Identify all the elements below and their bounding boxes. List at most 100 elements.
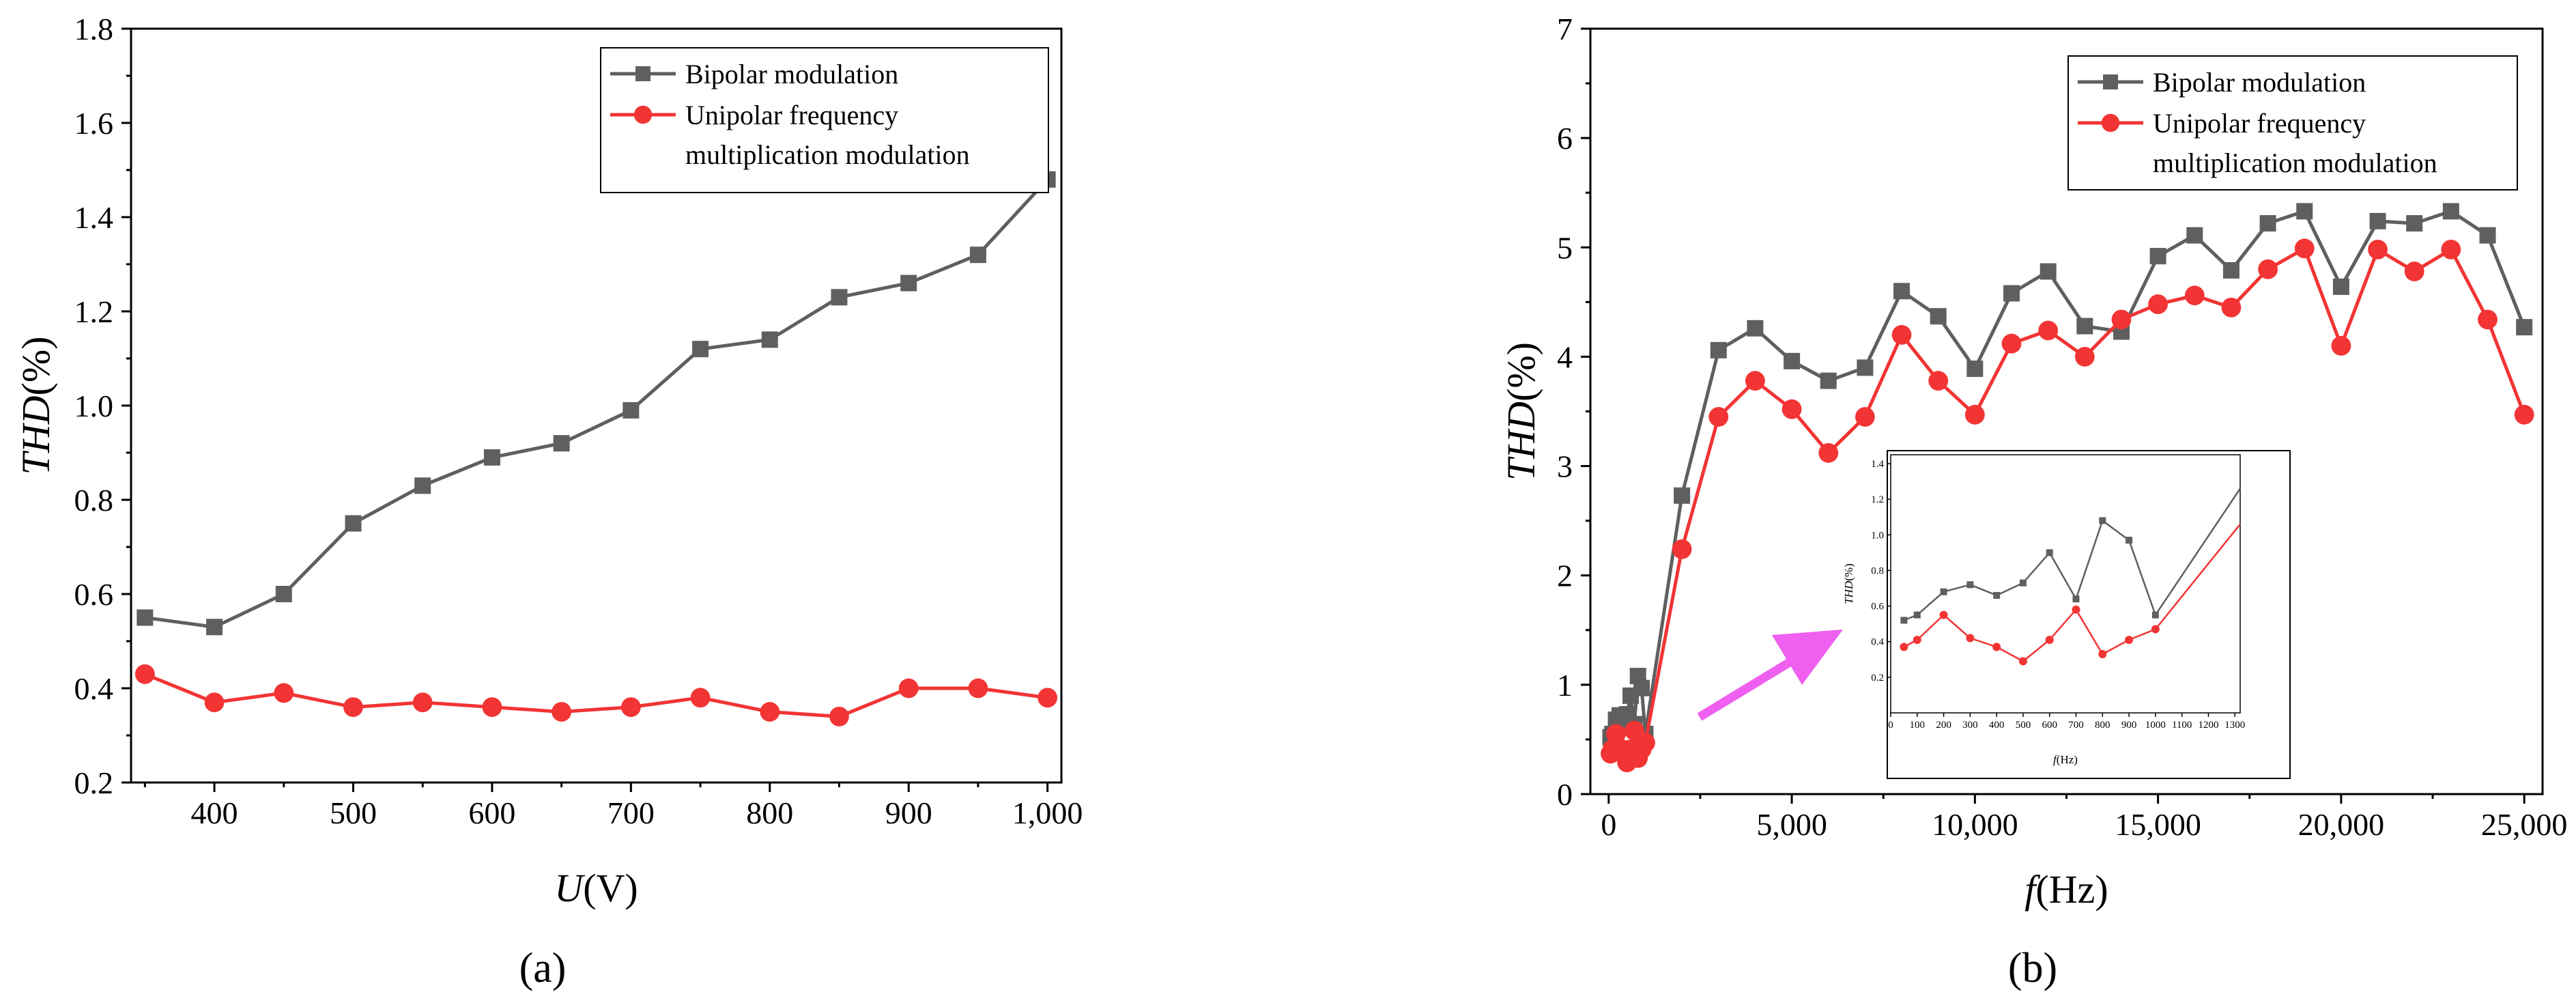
panel-b-y-tick-label: 2 xyxy=(1557,559,1573,593)
panel-a-point-unipolar xyxy=(898,678,919,699)
panel-b-legend-bipolar: Bipolar modulation xyxy=(2153,67,2366,98)
inset-point-unipolar xyxy=(2018,657,2027,666)
panel-b-point-bipolar xyxy=(1893,283,1910,300)
panel-a-point-unipolar xyxy=(412,692,433,713)
inset-point-unipolar xyxy=(2098,649,2107,658)
panel-a-y-tick-label: 1.8 xyxy=(74,12,114,46)
inset-x-tick-label: 800 xyxy=(2095,720,2110,731)
panel-a-point-bipolar xyxy=(345,515,362,532)
inset-point-bipolar xyxy=(1966,581,1974,589)
panel-a-y-tick-label: 0.2 xyxy=(74,765,114,800)
panel-b-y-tick-label: 7 xyxy=(1557,12,1573,46)
inset-point-unipolar xyxy=(1992,643,2001,651)
panel-b-legend: Bipolar modulation Unipolar frequency mu… xyxy=(2067,55,2518,191)
inset-point-bipolar xyxy=(2099,517,2106,524)
panel-b-x-tick-label: 15,000 xyxy=(2115,807,2201,842)
panel-b-point-unipolar xyxy=(2441,240,2461,259)
inset-point-unipolar xyxy=(2072,605,2080,614)
inset-y-tick-label: 1.0 xyxy=(1871,530,1884,541)
panel-a-point-unipolar xyxy=(482,697,502,717)
panel-b-y-tick-label: 1 xyxy=(1557,668,1573,703)
panel-b-point-unipolar xyxy=(2258,259,2278,279)
panel-b-point-bipolar xyxy=(2516,319,2533,336)
panel-a-point-unipolar xyxy=(134,664,155,684)
panel-a-y-tick-label: 0.8 xyxy=(74,483,114,518)
panel-b-y-tick-label: 0 xyxy=(1557,777,1573,812)
panel-a-point-unipolar xyxy=(829,707,849,727)
panel-b-point-unipolar xyxy=(2221,297,2242,318)
panel-b-point-bipolar xyxy=(2040,263,2057,280)
inset-y-tick-label: 0.4 xyxy=(1871,637,1884,648)
panel-a-y-tick-label: 1.6 xyxy=(74,106,114,141)
inset-x-tick-label: 1100 xyxy=(2172,720,2192,731)
panel-a-y-tick-label: 1.4 xyxy=(74,200,114,235)
panel-a-legend-bipolar: Bipolar modulation xyxy=(685,59,898,89)
panel-a-point-bipolar xyxy=(692,341,709,358)
panel-a-point-unipolar xyxy=(760,702,780,722)
panel-b-point-bipolar xyxy=(2406,215,2423,232)
panel-a-y-axis-label: THD(%) xyxy=(14,337,58,475)
panel-b-point-bipolar xyxy=(2332,278,2349,295)
panel-b-x-tick-label: 0 xyxy=(1601,807,1616,842)
panel-a-x-axis-label: U(V) xyxy=(554,866,638,910)
panel-b-point-unipolar xyxy=(2111,309,2132,330)
inset-x-tick-label: 300 xyxy=(1962,720,1978,731)
panel-b-point-unipolar xyxy=(1672,539,1692,559)
panel-b: 0 5,000 10,000 15,000 20,000 25,000 01234567 … xyxy=(1499,12,2567,991)
inset-series-line-unipolar xyxy=(1903,523,2241,662)
inset-point-bipolar xyxy=(1940,588,1947,595)
panel-b-point-unipolar xyxy=(2038,320,2059,341)
inset-x-tick-label: 1000 xyxy=(2145,720,2166,731)
panel-b-point-bipolar xyxy=(1633,679,1650,696)
panel-a: 400 500 600 700 800 900 1,000 0.2 0.4 0.6 0.8 1.0 1… xyxy=(14,12,1083,991)
panel-b-x-tick-label: 20,000 xyxy=(2298,807,2385,842)
panel-a-point-unipolar xyxy=(620,697,641,717)
panel-a-point-unipolar xyxy=(274,683,294,703)
panel-b-point-bipolar xyxy=(2186,227,2203,244)
inset-x-tick-label: 500 xyxy=(2016,720,2031,731)
panel-a-x-tick-label: 1,000 xyxy=(1012,795,1083,830)
panel-b-point-unipolar xyxy=(2001,333,2022,354)
panel-a-x-tick-label: 800 xyxy=(746,795,793,830)
inset-point-bipolar xyxy=(1993,591,2001,599)
panel-b-point-bipolar xyxy=(2442,203,2459,220)
panel-b-x-tick-label: 10,000 xyxy=(1932,807,2018,842)
inset-point-bipolar xyxy=(1913,611,1921,619)
panel-a-legend: Bipolar modulation Unipolar frequency mu… xyxy=(600,47,1049,193)
inset-point-unipolar xyxy=(1966,634,1975,643)
panel-b-point-bipolar xyxy=(1930,308,1947,325)
panel-a-series-line-bipolar xyxy=(144,178,1049,629)
panel-a-legend-unipolar-line1: Unipolar frequency xyxy=(685,100,898,130)
panel-a-point-bipolar xyxy=(483,449,500,466)
inset-y-tick-label: 0.2 xyxy=(1871,673,1884,683)
inset-point-bipolar xyxy=(2072,595,2080,603)
panel-b-point-unipolar xyxy=(2074,347,2095,367)
b-legend-marker-unipolar xyxy=(2101,113,2120,132)
panel-b-point-bipolar xyxy=(1747,320,1764,337)
panel-b-y-axis-label: THD(%) xyxy=(1499,342,1543,481)
panel-a-point-bipolar xyxy=(969,246,986,264)
inset-x-tick-label: 200 xyxy=(1936,720,1951,731)
panel-b-point-bipolar xyxy=(2259,215,2276,232)
panel-b-point-unipolar xyxy=(2148,294,2169,314)
panel-b-point-unipolar xyxy=(1745,371,1765,391)
zoom-arrow-head xyxy=(1772,630,1843,685)
inset-point-bipolar xyxy=(2151,611,2159,619)
panel-b-legend-unipolar-line1: Unipolar frequency xyxy=(2153,108,2366,139)
panel-a-point-unipolar xyxy=(204,692,225,713)
panel-b-legend-unipolar-line2: multiplication modulation xyxy=(2153,147,2437,178)
inset-point-unipolar xyxy=(1939,610,1948,619)
panel-a-point-bipolar xyxy=(275,586,292,602)
inset-point-bipolar xyxy=(2046,549,2053,556)
panel-a-point-unipolar xyxy=(1037,688,1058,708)
inset-x-axis-label: f(Hz) xyxy=(2053,753,2078,766)
inset-x-tick-label: 1200 xyxy=(2198,720,2218,731)
panel-a-point-bipolar xyxy=(414,477,431,494)
a-legend-marker-unipolar xyxy=(633,105,653,124)
panel-b-point-unipolar xyxy=(2514,404,2534,425)
panel-b-point-unipolar xyxy=(1891,325,1912,345)
panel-b-point-bipolar xyxy=(1857,359,1874,376)
panel-b-point-unipolar xyxy=(1635,733,1655,753)
panel-b-point-unipolar xyxy=(1928,371,1949,391)
panel-a-x-tick-label: 900 xyxy=(885,795,932,830)
